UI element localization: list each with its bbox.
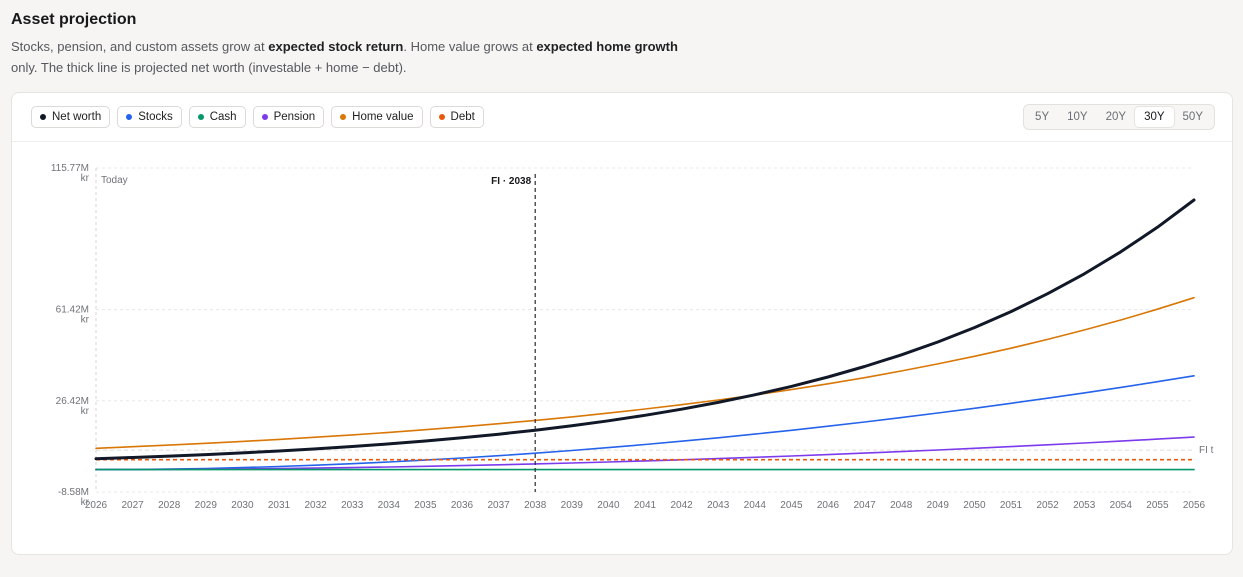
x-tick-label: 2044 — [744, 500, 767, 511]
x-tick-label: 2039 — [561, 500, 584, 511]
legend-stocks[interactable]: Stocks — [117, 106, 182, 128]
legend: Net worth Stocks Cash Pension Home value… — [31, 106, 484, 128]
projection-chart: 115.77Mkr61.42Mkr26.42Mkr-8.58MkrToday20… — [51, 163, 1214, 511]
fi-target-label: FI t — [1199, 445, 1214, 456]
x-tick-label: 2047 — [853, 500, 876, 511]
legend-pension[interactable]: Pension — [252, 106, 325, 128]
x-tick-label: 2049 — [927, 500, 950, 511]
x-tick-label: 2027 — [121, 500, 144, 511]
legend-label: Debt — [450, 111, 475, 123]
fi-year-label: FI · 2038 — [491, 176, 531, 187]
x-tick-label: 2035 — [414, 500, 437, 511]
legend-label: Stocks — [138, 111, 173, 123]
legend-label: Pension — [273, 111, 316, 123]
x-tick-label: 2031 — [268, 500, 291, 511]
x-tick-label: 2032 — [304, 500, 327, 511]
legend-cash[interactable]: Cash — [188, 106, 246, 128]
desc-text-1: Stocks, pension, and custom assets grow … — [11, 39, 269, 54]
y-tick-label: 115.77M — [51, 163, 89, 174]
series-line-net-worth — [94, 198, 1196, 461]
desc-bold-home-growth: expected home growth — [536, 39, 678, 54]
header: Asset projection Stocks, pension, and cu… — [11, 9, 1231, 78]
range-30y[interactable]: 30Y — [1135, 107, 1174, 127]
range-5y[interactable]: 5Y — [1035, 111, 1050, 123]
legend-label: Home value — [352, 111, 414, 123]
x-tick-label: 2034 — [378, 500, 401, 511]
range-20y[interactable]: 20Y — [1105, 111, 1127, 123]
dot-icon — [197, 114, 204, 120]
y-tick-label: 26.42M — [56, 396, 89, 407]
x-tick-label: 2030 — [231, 500, 254, 511]
y-tick-unit: kr — [81, 497, 90, 508]
range-selector: 5Y 10Y 20Y 30Y 50Y — [1023, 104, 1215, 130]
range-50y[interactable]: 50Y — [1182, 111, 1203, 123]
dot-icon — [261, 114, 268, 120]
x-tick-label: 2045 — [780, 500, 803, 511]
x-tick-label: 2042 — [670, 500, 693, 511]
x-tick-label: 2036 — [451, 500, 474, 511]
page-title: Asset projection — [11, 11, 137, 28]
x-tick-label: 2029 — [195, 500, 218, 511]
x-tick-label: 2026 — [85, 500, 108, 511]
x-tick-label: 2053 — [1073, 500, 1096, 511]
legend-home-value[interactable]: Home value — [331, 106, 423, 128]
dot-icon — [340, 114, 347, 120]
legend-net-worth[interactable]: Net worth — [31, 106, 111, 128]
x-tick-label: 2050 — [963, 500, 986, 511]
x-tick-label: 2028 — [158, 500, 181, 511]
x-tick-label: 2051 — [1000, 500, 1023, 511]
desc-text-3: only. The thick line is projected net wo… — [11, 60, 407, 75]
x-tick-label: 2038 — [524, 500, 547, 511]
x-tick-label: 2052 — [1036, 500, 1059, 511]
x-tick-label: 2055 — [1146, 500, 1169, 511]
series-line-home-value — [95, 296, 1195, 450]
dot-icon — [126, 114, 133, 120]
divider — [12, 141, 1232, 142]
x-tick-label: 2046 — [817, 500, 840, 511]
description: Stocks, pension, and custom assets grow … — [11, 36, 701, 78]
today-label: Today — [101, 175, 128, 186]
y-tick-unit: kr — [81, 406, 90, 417]
legend-label: Cash — [209, 111, 237, 123]
y-tick-label: 61.42M — [56, 305, 89, 316]
y-tick-unit: kr — [81, 173, 90, 184]
legend-debt[interactable]: Debt — [429, 106, 484, 128]
series-line-stocks — [95, 374, 1195, 471]
x-tick-label: 2043 — [707, 500, 730, 511]
x-tick-label: 2037 — [487, 500, 510, 511]
series-line-pension — [95, 436, 1195, 471]
chart-card: Net worth Stocks Cash Pension Home value… — [11, 92, 1233, 555]
y-tick-label: -8.58M — [58, 487, 89, 498]
x-tick-label: 2040 — [597, 500, 620, 511]
x-tick-label: 2056 — [1183, 500, 1206, 511]
desc-text-2: . Home value grows at — [403, 39, 537, 54]
x-tick-label: 2054 — [1110, 500, 1133, 511]
legend-label: Net worth — [52, 111, 102, 123]
dot-icon — [438, 114, 445, 120]
x-tick-label: 2041 — [634, 500, 657, 511]
x-tick-label: 2033 — [341, 500, 364, 511]
x-tick-label: 2048 — [890, 500, 913, 511]
y-tick-unit: kr — [81, 315, 90, 326]
dot-icon — [40, 114, 46, 120]
desc-bold-stock-return: expected stock return — [268, 39, 404, 54]
range-10y[interactable]: 10Y — [1067, 111, 1088, 123]
